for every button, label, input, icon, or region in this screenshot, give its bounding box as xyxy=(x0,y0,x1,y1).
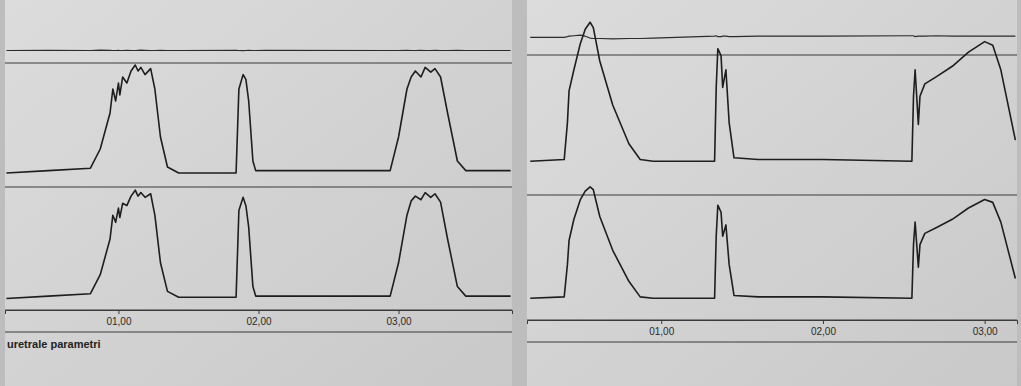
trace-line xyxy=(530,35,1015,39)
tick-label: 01,00 xyxy=(106,316,131,327)
axis-line xyxy=(6,311,513,315)
trace-clip xyxy=(530,187,1015,298)
trace-line xyxy=(6,65,510,173)
tick-mark xyxy=(661,320,662,324)
panel-paper xyxy=(527,0,1017,386)
background xyxy=(0,0,1021,386)
tick-mark xyxy=(259,310,260,314)
trace-clip xyxy=(6,65,510,173)
tick: 01,00 xyxy=(106,310,131,327)
x-axis: 01,00 02,00 03,00 xyxy=(6,310,513,327)
separator xyxy=(527,194,1017,195)
tick: 02,00 xyxy=(246,310,271,327)
separator xyxy=(5,62,512,63)
traces xyxy=(6,50,510,298)
tick: 02,00 xyxy=(811,320,836,337)
tick-mark xyxy=(823,320,824,324)
tick: 01,00 xyxy=(649,320,674,337)
trace-clip xyxy=(6,50,510,52)
tick: 03,00 xyxy=(973,320,998,337)
trace-clip xyxy=(530,22,1015,161)
traces xyxy=(530,22,1015,298)
tick-label: 01,00 xyxy=(649,326,674,337)
chart-root: 01,00 02,00 03,00 uretrale parametri 01,00 02… xyxy=(0,0,1021,386)
separator xyxy=(5,331,512,332)
x-axis: 01,00 02,00 03,00 xyxy=(528,320,1018,337)
trace-clip xyxy=(6,190,510,298)
trace-clip xyxy=(530,35,1015,39)
tick-mark xyxy=(118,310,119,314)
tick-label: 02,00 xyxy=(246,316,271,327)
panel-paper xyxy=(5,0,512,386)
separator xyxy=(527,341,1017,342)
tick-mark xyxy=(399,310,400,314)
trace-line xyxy=(530,187,1015,298)
tick-label: 02,00 xyxy=(811,326,836,337)
annotation: uretrale parametri xyxy=(7,338,101,350)
trace-line xyxy=(6,49,510,51)
axis-line xyxy=(528,321,1018,325)
tick-label: 03,00 xyxy=(387,316,412,327)
trace-line xyxy=(6,190,510,298)
tick: 03,00 xyxy=(387,310,412,327)
panel: 01,00 02,00 03,00 uretrale parametri xyxy=(5,0,513,386)
separator xyxy=(527,54,1017,55)
trace-line xyxy=(530,22,1015,161)
tick-mark xyxy=(985,320,986,324)
tick-label: 03,00 xyxy=(973,326,998,337)
separator xyxy=(5,186,512,187)
panel: 01,00 02,00 03,00 xyxy=(527,0,1018,386)
